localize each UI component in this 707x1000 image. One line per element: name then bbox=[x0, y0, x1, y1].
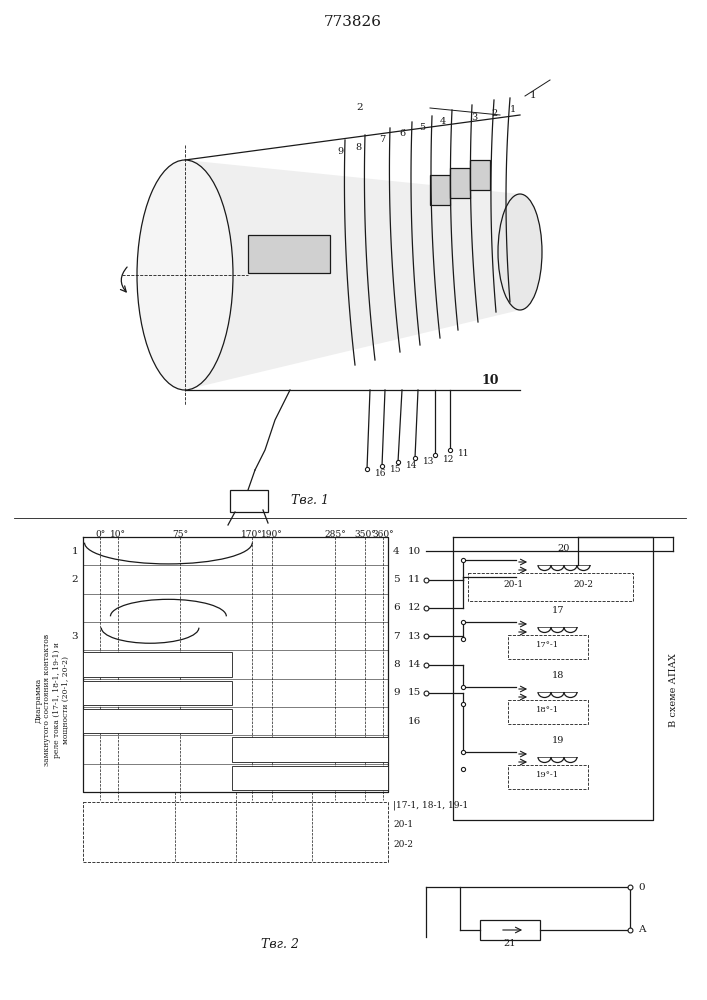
Text: 7: 7 bbox=[379, 135, 385, 144]
Text: 18°-1: 18°-1 bbox=[537, 706, 559, 714]
Text: 12: 12 bbox=[443, 454, 455, 464]
Text: 19: 19 bbox=[551, 736, 564, 745]
Bar bbox=[450, 168, 470, 198]
Text: 0°: 0° bbox=[95, 530, 105, 539]
Text: |17-1, 18-1, 19-1: |17-1, 18-1, 19-1 bbox=[393, 800, 468, 810]
Text: 20-1: 20-1 bbox=[503, 580, 523, 589]
Bar bbox=[470, 160, 490, 190]
Text: 350°: 350° bbox=[354, 530, 376, 539]
Text: 170°: 170° bbox=[241, 530, 263, 539]
Bar bbox=[508, 635, 588, 659]
Ellipse shape bbox=[137, 160, 233, 390]
Text: 8: 8 bbox=[393, 660, 399, 669]
Text: 16: 16 bbox=[375, 468, 387, 478]
Text: 4: 4 bbox=[440, 117, 446, 126]
Text: A: A bbox=[638, 926, 645, 934]
Text: В схеме АПАХ: В схеме АПАХ bbox=[669, 653, 677, 727]
Text: 14: 14 bbox=[406, 462, 418, 471]
Text: 190°: 190° bbox=[261, 530, 283, 539]
Bar bbox=[480, 920, 540, 940]
Text: 1: 1 bbox=[530, 92, 537, 101]
Text: 5: 5 bbox=[419, 123, 425, 132]
Text: 19°-1: 19°-1 bbox=[537, 771, 559, 779]
Text: 3: 3 bbox=[471, 112, 477, 121]
Text: 5: 5 bbox=[393, 575, 399, 584]
Text: 10: 10 bbox=[408, 547, 421, 556]
Text: 20-2: 20-2 bbox=[573, 580, 593, 589]
Text: 13: 13 bbox=[423, 458, 434, 466]
Bar bbox=[83, 802, 388, 862]
Text: 20-1: 20-1 bbox=[393, 820, 413, 829]
Polygon shape bbox=[185, 160, 520, 390]
Text: Τвг. 1: Τвг. 1 bbox=[291, 493, 329, 506]
Text: 4: 4 bbox=[393, 547, 399, 556]
Text: 16: 16 bbox=[408, 717, 421, 726]
Bar bbox=[248, 235, 330, 273]
Text: 2: 2 bbox=[491, 108, 497, 117]
Text: 12: 12 bbox=[408, 603, 421, 612]
Text: 17°-1: 17°-1 bbox=[537, 641, 559, 649]
Text: 1: 1 bbox=[510, 105, 516, 114]
Text: 2: 2 bbox=[357, 104, 363, 112]
Bar bbox=[230, 490, 268, 512]
Text: 6: 6 bbox=[399, 129, 405, 138]
Text: 15: 15 bbox=[408, 688, 421, 697]
Text: 20-2: 20-2 bbox=[393, 840, 413, 849]
Text: 11: 11 bbox=[408, 575, 421, 584]
Text: 9: 9 bbox=[393, 688, 399, 697]
Bar bbox=[468, 573, 633, 601]
Text: 11: 11 bbox=[458, 450, 469, 458]
Bar bbox=[430, 175, 450, 205]
Text: Τвг. 2: Τвг. 2 bbox=[261, 938, 299, 952]
Text: 13: 13 bbox=[408, 632, 421, 641]
Text: 773826: 773826 bbox=[324, 15, 382, 29]
Text: 0: 0 bbox=[638, 882, 645, 892]
Text: 360°: 360° bbox=[372, 530, 394, 539]
Text: 2: 2 bbox=[71, 575, 78, 584]
Text: 285°: 285° bbox=[324, 530, 346, 539]
Text: Диаграмма
замкнутого состояния контактов
реле тока (17-1, 18-1, 19-1) и
мощности: Диаграмма замкнутого состояния контактов… bbox=[34, 634, 70, 766]
Text: 1: 1 bbox=[71, 547, 78, 556]
Bar bbox=[83, 709, 233, 733]
Bar bbox=[233, 737, 388, 762]
Bar bbox=[508, 700, 588, 724]
Text: 15: 15 bbox=[390, 466, 402, 475]
Text: 10°: 10° bbox=[110, 530, 126, 539]
Text: 9: 9 bbox=[337, 147, 343, 156]
Text: 75°: 75° bbox=[172, 530, 188, 539]
Text: 18: 18 bbox=[551, 671, 564, 680]
Bar bbox=[83, 652, 233, 677]
Text: 7: 7 bbox=[393, 632, 399, 641]
Text: 20: 20 bbox=[558, 544, 570, 553]
Text: 21: 21 bbox=[504, 939, 516, 948]
Bar bbox=[83, 681, 233, 705]
Text: 10: 10 bbox=[481, 373, 498, 386]
Text: 3: 3 bbox=[71, 632, 78, 641]
Text: 17: 17 bbox=[551, 606, 564, 615]
Bar bbox=[508, 765, 588, 789]
Text: 14: 14 bbox=[408, 660, 421, 669]
Text: 8: 8 bbox=[355, 142, 361, 151]
Bar bbox=[233, 766, 388, 790]
Ellipse shape bbox=[498, 194, 542, 310]
Text: 6: 6 bbox=[393, 603, 399, 612]
